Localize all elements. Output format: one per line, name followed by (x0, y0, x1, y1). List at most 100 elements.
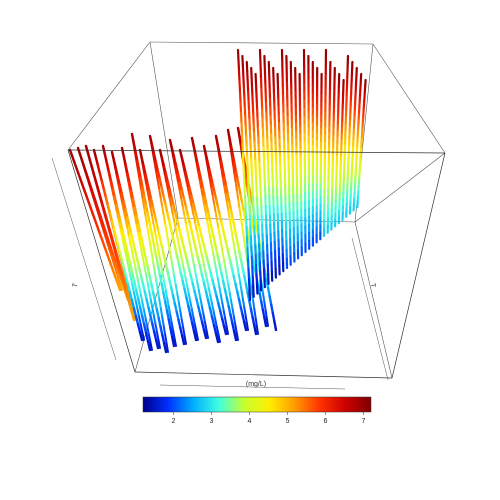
trace-segment (224, 316, 228, 327)
trace-segment (233, 225, 238, 237)
trace-segment (201, 187, 207, 199)
trace-segment (201, 240, 207, 251)
trace-segment (218, 151, 223, 162)
trace-segment (229, 145, 234, 156)
trace-segment (236, 290, 241, 301)
trace-segment (152, 222, 156, 233)
trace-segment (84, 144, 90, 155)
trace-segment (124, 250, 128, 261)
trace-segment (218, 263, 223, 274)
trace-segment (188, 187, 193, 198)
trace-segment (136, 230, 141, 241)
trace-segment (216, 275, 220, 286)
trace-segment (231, 321, 236, 333)
trace-segment (149, 197, 155, 208)
trace-segment (204, 152, 209, 163)
box-edge (354, 221, 393, 379)
trace-segment (183, 213, 187, 224)
trace-segment (162, 253, 167, 265)
trace-segment (173, 220, 177, 231)
trace-segment (175, 253, 180, 265)
trace-segment (249, 194, 254, 205)
trace-segment (106, 224, 112, 235)
trace-segment (189, 274, 194, 285)
trace-segment (211, 279, 216, 290)
trace-segment (142, 307, 147, 318)
trace-segment (255, 250, 259, 261)
trace-segment (124, 289, 130, 300)
color-scale-ticks: 2 3 4 5 6 7 (171, 412, 365, 425)
trace-segment (233, 171, 237, 182)
trace-segment (203, 202, 207, 213)
trace-segment (200, 304, 205, 315)
trace-segment (150, 251, 154, 263)
trace-segment (234, 233, 239, 245)
trace-segment (200, 273, 206, 285)
trace-segment (139, 231, 144, 243)
trace-segment (169, 286, 175, 297)
trace-segment (244, 312, 248, 323)
trace-segment (187, 266, 192, 277)
trace-segment (239, 280, 243, 291)
trace-segment (197, 237, 201, 247)
trace-segment (240, 121, 244, 135)
trace-segment (214, 209, 218, 220)
trace-segment (237, 298, 242, 309)
trace-segment (222, 258, 227, 269)
trace-segment (233, 248, 237, 259)
trace-segment (190, 205, 195, 215)
trace-segment (119, 283, 123, 291)
trace-segment (172, 155, 178, 167)
trace-segment (127, 266, 132, 277)
trace-segment (228, 200, 233, 212)
z-axis-line (351, 237, 389, 381)
trace-segment (192, 330, 198, 342)
trace-segment (166, 211, 171, 223)
trace-segment (158, 274, 163, 286)
trace-segment (217, 225, 221, 236)
trace-segment (136, 322, 142, 334)
trace-segment (165, 230, 169, 241)
trace-segment (206, 160, 211, 171)
trace-segment (132, 307, 138, 318)
trace-segment (156, 178, 160, 189)
color-scale-tick-label: 2 (171, 418, 175, 425)
trace-segment (144, 173, 149, 184)
trace-segment (131, 197, 137, 209)
trace-segment (238, 80, 242, 93)
trace-segment (124, 217, 128, 228)
trace-segment (210, 229, 216, 241)
trace-segment (137, 169, 141, 181)
trace-segment (184, 206, 190, 217)
trace-segment (174, 282, 178, 293)
box-edge (134, 217, 179, 373)
trace-segment (212, 309, 216, 319)
trace-segment (265, 316, 269, 327)
trace-segment (212, 251, 216, 262)
trace-segment (238, 250, 243, 261)
trace-segment (103, 153, 109, 165)
trace-segment (225, 199, 229, 210)
trace-segment (170, 204, 174, 215)
trace-segment (148, 274, 153, 286)
trace-segment (164, 300, 169, 312)
trace-segment (96, 188, 102, 198)
trace-segment (102, 210, 108, 220)
trace-segment (179, 308, 183, 319)
trace-segment (207, 169, 211, 180)
trace-segment (119, 225, 123, 236)
trace-segment (140, 240, 146, 252)
trace-segment (183, 334, 187, 345)
trace-segment (239, 258, 244, 270)
trace-segment (133, 280, 138, 292)
trace-segment (127, 255, 132, 267)
trace-segment (242, 231, 246, 242)
trace-segment (162, 342, 168, 354)
trace-segment (167, 304, 171, 315)
trace-segment (211, 183, 216, 194)
trace-segment (129, 241, 133, 252)
trace-segment (254, 219, 259, 231)
trace-segment (159, 325, 164, 337)
trace-segment (241, 142, 245, 156)
trace-segment (236, 242, 241, 253)
